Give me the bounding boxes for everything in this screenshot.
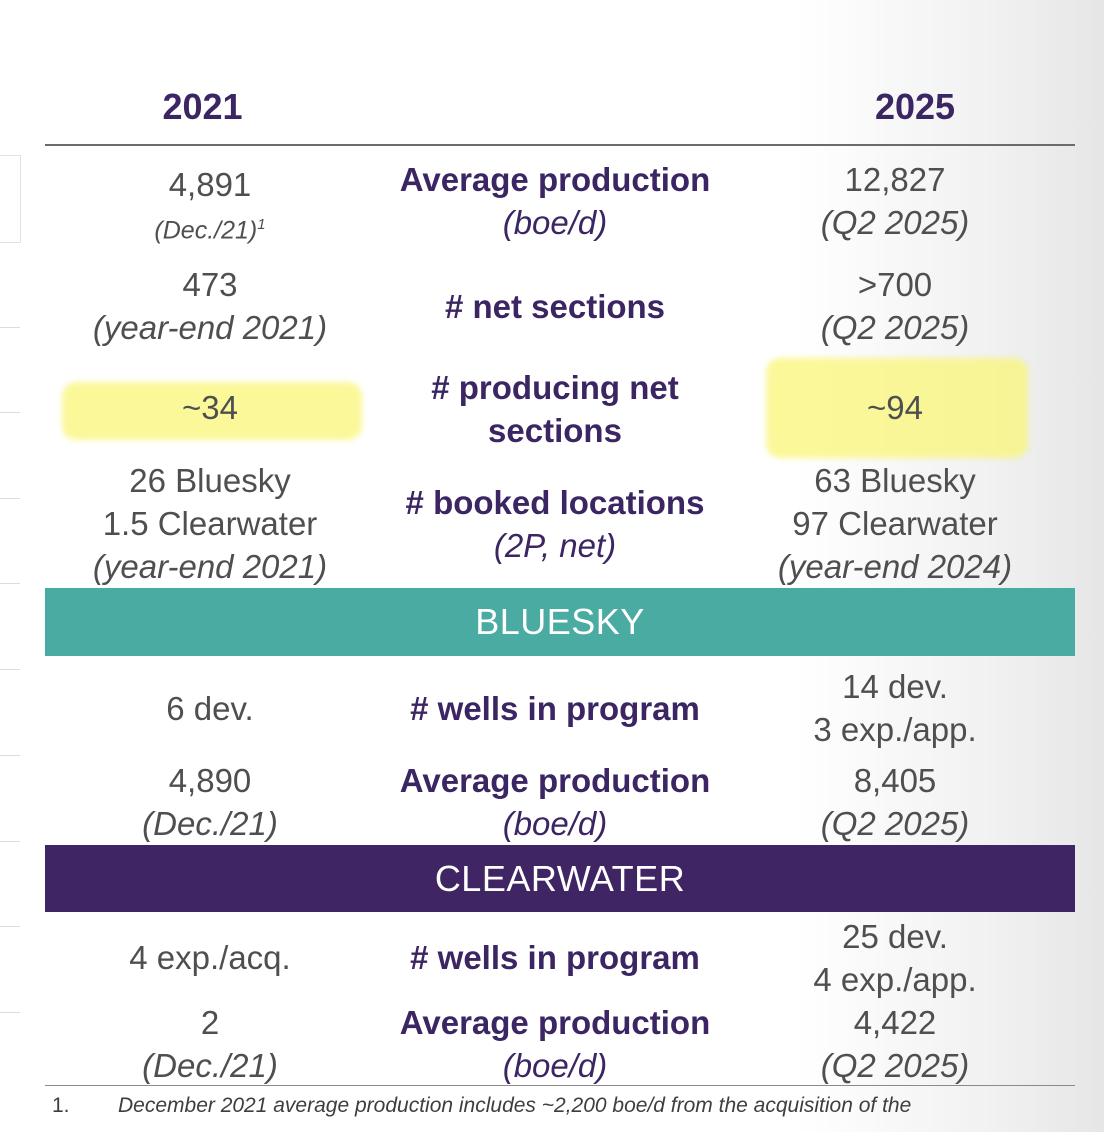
value-line1: 14 dev. <box>842 668 948 705</box>
label-text: Average production <box>399 1004 711 1041</box>
label-text: # booked locations <box>405 484 705 521</box>
bluesky-label-avg-production: Average production (boe/d) <box>370 759 740 845</box>
row-label-booked-locations: # booked locations (2P, net) <box>370 481 740 567</box>
highlight-right <box>766 358 1028 458</box>
footnote: 1. December 2021 average production inclu… <box>52 1094 911 1118</box>
margin-tick <box>0 755 20 756</box>
note: (Dec./21) <box>142 805 278 842</box>
label-sub: (2P, net) <box>493 527 617 564</box>
row-net-sections-2021: 473 (year-end 2021) <box>60 263 360 349</box>
margin-tick <box>0 1012 20 1013</box>
value-line2: 4 exp./app. <box>813 961 977 998</box>
column-header-2021: 2021 <box>162 86 243 127</box>
value-line2: 3 exp./app. <box>813 711 977 748</box>
margin-tick <box>0 669 20 670</box>
footnote-text: December 2021 average production include… <box>118 1094 912 1117</box>
margin-tick <box>0 412 20 413</box>
margin-tick <box>0 841 20 842</box>
section-band-clearwater: CLEARWATER <box>45 845 1075 912</box>
margin-box <box>0 155 21 243</box>
value: 473 <box>182 266 238 303</box>
margin-tick <box>0 327 20 328</box>
clearwater-label-avg-production: Average production (boe/d) <box>370 1001 740 1087</box>
label-text: Average production <box>399 762 711 799</box>
note: (year-end 2021) <box>92 548 328 585</box>
row-net-sections-2025: >700 (Q2 2025) <box>750 263 1040 349</box>
label-line2: sections <box>488 412 622 449</box>
label-sub: (boe/d) <box>502 204 608 241</box>
row-booked-locations-2021: 26 Bluesky 1.5 Clearwater (year-end 2021… <box>60 459 360 588</box>
label-text: Average production <box>399 161 711 198</box>
note: (Q2 2025) <box>820 1047 970 1084</box>
label-sub: (boe/d) <box>502 1047 608 1084</box>
note: (Q2 2025) <box>820 309 970 346</box>
note: (Dec./21) <box>142 1047 278 1084</box>
bluesky-avg-production-2021: 4,890 (Dec./21) <box>60 759 360 845</box>
note: (year-end 2021) <box>92 309 328 346</box>
value-line2: 1.5 Clearwater <box>102 505 318 542</box>
value: 4,891 <box>168 166 252 203</box>
value: 12,827 <box>844 161 946 198</box>
value-line1: 25 dev. <box>842 918 948 955</box>
value: 2 <box>200 1004 220 1041</box>
row-producing-sections-2025: ~94 <box>867 389 923 426</box>
note: (Q2 2025) <box>820 204 970 241</box>
row-booked-locations-2025: 63 Bluesky 97 Clearwater (year-end 2024) <box>750 459 1040 588</box>
value: 4,890 <box>168 762 252 799</box>
note: (Dec./21)1 <box>154 216 266 245</box>
section-band-bluesky: BLUESKY <box>45 588 1075 656</box>
row-avg-production-2025: 12,827 (Q2 2025) <box>750 158 1040 244</box>
header-rule <box>45 144 1075 146</box>
margin-tick <box>0 498 20 499</box>
clearwater-avg-production-2021: 2 (Dec./21) <box>60 1001 360 1087</box>
column-header-2025: 2025 <box>874 86 956 127</box>
value: >700 <box>857 266 933 303</box>
margin-tick <box>0 926 20 927</box>
row-label-producing-sections: # producing net sections <box>370 366 740 452</box>
row-label-net-sections: # net sections <box>444 288 666 325</box>
value-line2: 97 Clearwater <box>792 505 998 542</box>
bluesky-wells-2021: 6 dev. <box>166 690 254 727</box>
clearwater-label-wells: # wells in program <box>410 939 700 976</box>
value-line1: 26 Bluesky <box>129 462 291 499</box>
row-avg-production-2021: 4,891 (Dec./21)1 <box>60 163 360 249</box>
bluesky-wells-2025: 14 dev. 3 exp./app. <box>750 665 1040 751</box>
clearwater-avg-production-2025: 4,422 (Q2 2025) <box>750 1001 1040 1087</box>
margin-tick <box>0 583 20 584</box>
value: 4,422 <box>853 1004 937 1041</box>
clearwater-wells-2025: 25 dev. 4 exp./app. <box>750 915 1040 1001</box>
value-line1: 63 Bluesky <box>814 462 976 499</box>
row-label-avg-production: Average production (boe/d) <box>370 158 740 244</box>
bluesky-avg-production-2025: 8,405 (Q2 2025) <box>750 759 1040 845</box>
footer-rule <box>45 1085 1075 1086</box>
label-sub: (boe/d) <box>502 805 608 842</box>
clearwater-wells-2021: 4 exp./acq. <box>129 939 291 976</box>
note: (year-end 2024) <box>777 548 1013 585</box>
highlight-left <box>62 382 362 440</box>
note: (Q2 2025) <box>820 805 970 842</box>
value: 8,405 <box>853 762 937 799</box>
row-producing-sections-2021: ~34 <box>182 389 238 426</box>
label-line1: # producing net <box>431 369 679 406</box>
footnote-number: 1. <box>52 1094 70 1117</box>
bluesky-label-wells: # wells in program <box>410 690 700 727</box>
